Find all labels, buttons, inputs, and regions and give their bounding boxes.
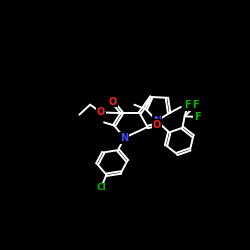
Text: Cl: Cl [96, 183, 106, 192]
Text: O: O [153, 120, 161, 130]
Text: N: N [153, 116, 161, 126]
Text: O: O [108, 96, 117, 106]
Text: O: O [97, 108, 105, 118]
Text: F: F [192, 100, 199, 110]
Text: F: F [184, 100, 191, 110]
Text: N: N [120, 133, 128, 143]
Text: F: F [194, 112, 200, 122]
